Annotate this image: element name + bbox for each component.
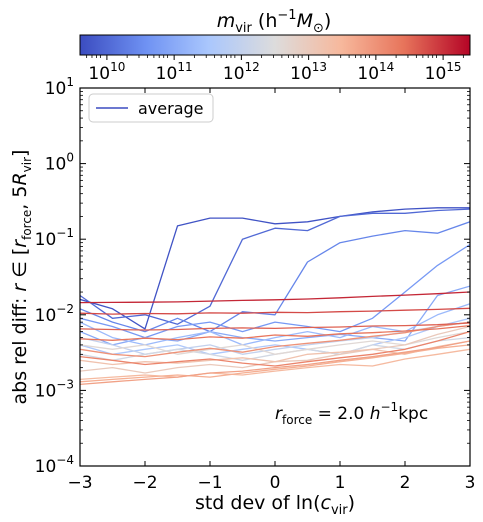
x-tick-label: −1 [197,473,222,493]
colorbar-tick-label: 1011 [156,60,193,84]
x-tick-label: 3 [465,473,476,493]
x-tick-label: 0 [270,473,281,493]
series-line [80,291,470,304]
y-tick-label: 10−1 [35,226,74,250]
colorbar-tick-label: 1015 [425,60,462,84]
series-line [80,330,470,367]
series-line [80,324,470,341]
series-line [80,208,470,325]
colorbar-tick-label: 1010 [88,60,125,84]
x-tick-label: −2 [132,473,157,493]
colorbar [79,34,471,56]
y-axis-label: abs rel diff: r ∈ [rforce, 5Rvir] [9,150,34,405]
series-line [80,348,470,381]
x-tick-label: 1 [335,473,346,493]
series-lines [80,207,470,386]
x-tick-label: 2 [400,473,411,493]
y-axis-ticks: 10−4 10−3 10−2 10−1 100 101 [35,75,470,477]
series-line [80,221,470,333]
series-line [80,207,470,330]
y-tick-label: 100 [45,151,74,175]
y-tick-label: 10−4 [35,453,74,477]
series-line [80,322,470,331]
y-tick-label: 10−3 [35,377,74,401]
series-line [80,340,470,366]
series-line [80,317,470,355]
x-tick-label: −3 [67,473,92,493]
force-annotation: rforce = 2.0 h−1kpc [275,400,428,427]
colorbar-ticks: 1010 1011 1012 1013 1014 1015 [86,55,464,84]
y-tick-label: 10−2 [35,302,74,326]
series-line [80,307,470,315]
x-axis-label: std dev of ln(cvir) [195,492,355,518]
colorbar-label: mvir (h−1M⊙) [217,8,332,36]
colorbar-tick-label: 1012 [223,60,260,84]
legend: average [88,93,214,123]
plot-area [80,88,470,466]
x-axis-ticks: −3 −2 −1 0 1 2 3 [67,88,475,493]
legend-frame [88,93,214,123]
colorbar-tick-label: 1014 [357,60,394,84]
colorbar-tick-label: 1013 [290,60,327,84]
series-line [80,340,470,386]
series-line [80,344,470,383]
y-tick-label: 101 [45,75,74,99]
legend-label: average [138,99,204,118]
series-line [80,321,470,358]
